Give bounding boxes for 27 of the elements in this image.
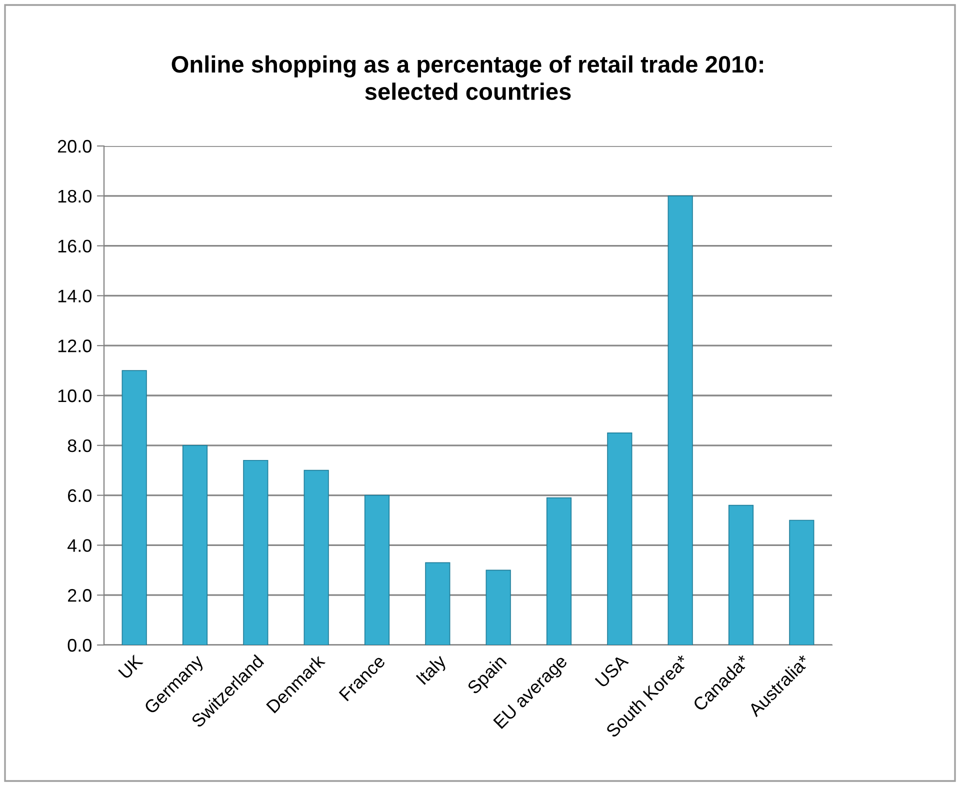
y-tick-label: 12.0 bbox=[58, 340, 92, 352]
y-tick-label: 14.0 bbox=[58, 290, 92, 302]
bar bbox=[122, 370, 147, 645]
bar bbox=[728, 504, 754, 645]
y-tick-label: 20.0 bbox=[58, 140, 92, 153]
bar bbox=[182, 444, 208, 645]
bar bbox=[486, 570, 511, 645]
bar bbox=[789, 520, 814, 645]
bar bbox=[364, 494, 390, 645]
y-tick-label: 8.0 bbox=[68, 439, 92, 452]
bar bbox=[546, 497, 572, 645]
y-tick-label: 16.0 bbox=[58, 240, 92, 253]
y-tick-label: 6.0 bbox=[68, 489, 92, 502]
y-tick-label: 0.0 bbox=[68, 638, 92, 652]
bar bbox=[243, 460, 268, 645]
bar bbox=[607, 432, 632, 645]
bar bbox=[668, 195, 693, 645]
y-tick-label: 4.0 bbox=[68, 539, 92, 552]
x-tick-label: UK bbox=[118, 654, 144, 680]
x-tick-label: Italy bbox=[415, 653, 450, 688]
x-tick-label: USA bbox=[594, 654, 630, 688]
bar bbox=[304, 470, 329, 645]
y-tick-label: 18.0 bbox=[58, 190, 92, 203]
y-tick-label: 10.0 bbox=[58, 389, 92, 402]
chart-title: Online shopping as a percentage of retail trade 2010: selected countries bbox=[172, 55, 763, 100]
y-tick-label: 2.0 bbox=[68, 589, 92, 602]
bar bbox=[425, 562, 450, 645]
